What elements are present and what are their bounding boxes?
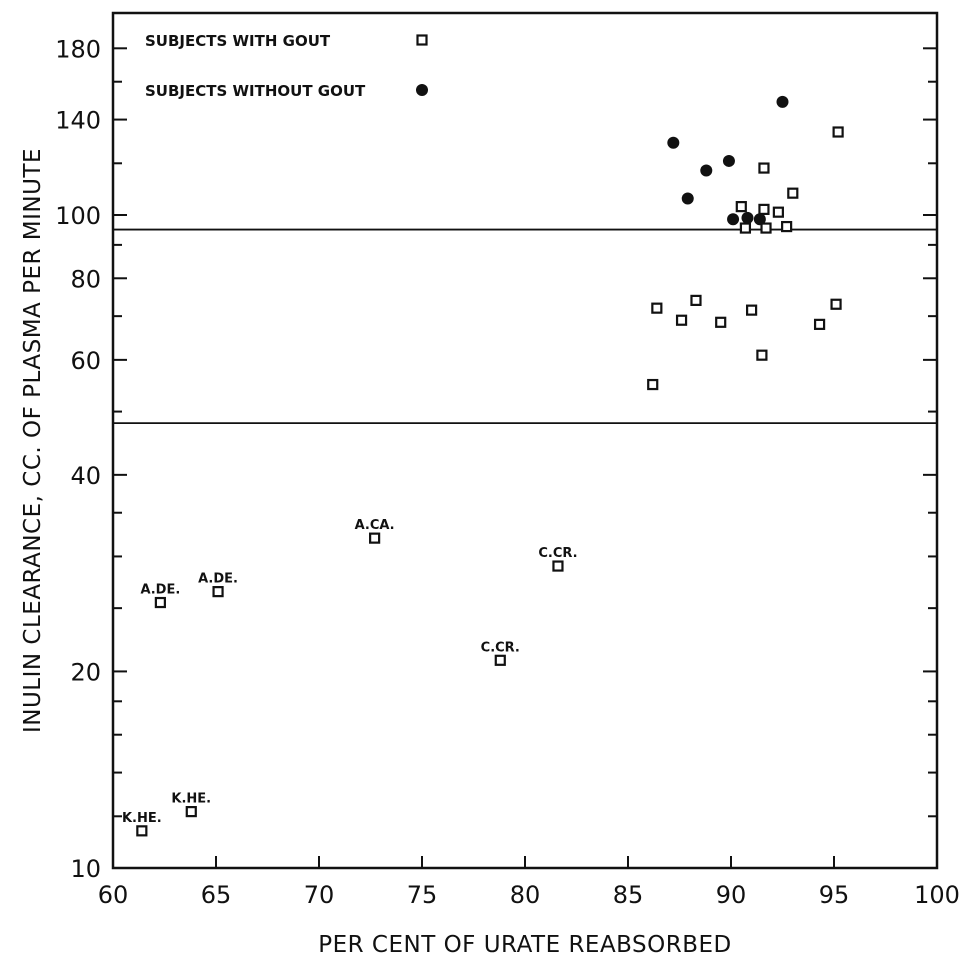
x-tick-label: 75 [407, 881, 438, 909]
gout-point [647, 378, 659, 391]
data-points: A.CA. C.CR. A.DE. A.DE. C.CR. K.HE. K.HE. [122, 95, 844, 837]
gout-point [787, 187, 799, 199]
x-tick-label: 95 [819, 881, 850, 909]
gout-point [832, 126, 844, 138]
non-gout-point [727, 213, 740, 226]
gout-point [760, 222, 772, 234]
legend-marker-circle [416, 84, 428, 96]
reference-lines [113, 228, 937, 425]
y-tick-label: 20 [70, 658, 101, 686]
gout-point [494, 654, 506, 666]
y-tick-label: 80 [70, 265, 101, 293]
non-gout-point [753, 213, 766, 226]
gout-point [675, 314, 688, 326]
x-tick-label: 85 [613, 881, 644, 909]
legend: SUBJECTS WITH GOUT SUBJECTS WITHOUT GOUT [145, 32, 428, 100]
legend-marker-square [416, 34, 428, 46]
gout-point [715, 316, 727, 328]
gout-point [739, 222, 752, 234]
y-tick-label: 60 [70, 347, 101, 375]
y-tick-label: 180 [55, 35, 101, 63]
gout-point [735, 201, 747, 213]
axes: 60 65 70 75 80 85 90 95 100 10 20 40 60 80 100 140 180 [55, 11, 960, 909]
y-tick-label: 100 [55, 202, 101, 230]
x-tick-label: 70 [304, 881, 335, 909]
gout-point [781, 220, 793, 233]
point-label: K.HE. [171, 792, 211, 807]
non-gout-point [700, 164, 713, 177]
legend-label: SUBJECTS WITHOUT GOUT [145, 82, 366, 100]
point-label: C.CR. [538, 546, 577, 561]
non-gout-point [667, 136, 680, 149]
gout-point [154, 596, 166, 609]
point-label: A.CA. [355, 518, 395, 533]
non-gout-point [722, 154, 735, 167]
point-label: K.HE. [122, 811, 162, 826]
y-tick-label: 140 [55, 107, 101, 135]
non-gout-point [681, 192, 694, 205]
non-gout-point [776, 95, 789, 108]
y-tick-label: 40 [70, 462, 101, 490]
x-tick-label: 60 [98, 881, 129, 909]
gout-point [758, 203, 770, 215]
legend-label: SUBJECTS WITH GOUT [145, 32, 331, 50]
gout-point [756, 349, 768, 361]
y-axis-title: INULIN CLEARANCE, CC. OF PLASMA PER MINU… [20, 148, 46, 733]
x-tick-label: 100 [914, 881, 960, 909]
non-gout-point [741, 211, 754, 224]
gout-point [758, 162, 770, 174]
gout-point [772, 206, 784, 218]
point-label: A.DE. [198, 572, 238, 587]
point-label: A.DE. [140, 583, 180, 598]
plot-frame [111, 11, 939, 870]
gout-point [690, 294, 702, 306]
point-label: C.CR. [481, 640, 520, 655]
y-tick-label: 10 [70, 855, 101, 883]
x-tick-label: 65 [201, 881, 232, 909]
gout-point [212, 586, 224, 598]
gout-point [185, 806, 197, 818]
x-tick-label: 80 [510, 881, 541, 909]
gout-point [830, 298, 842, 310]
gout-point [136, 825, 148, 837]
x-axis-title: PER CENT OF URATE REABSORBED [318, 932, 732, 958]
x-tick-label: 90 [716, 881, 747, 909]
gout-point [369, 532, 381, 544]
gout-point [651, 302, 663, 314]
gout-point [552, 560, 564, 572]
gout-point [813, 318, 826, 330]
gout-point [745, 304, 758, 316]
